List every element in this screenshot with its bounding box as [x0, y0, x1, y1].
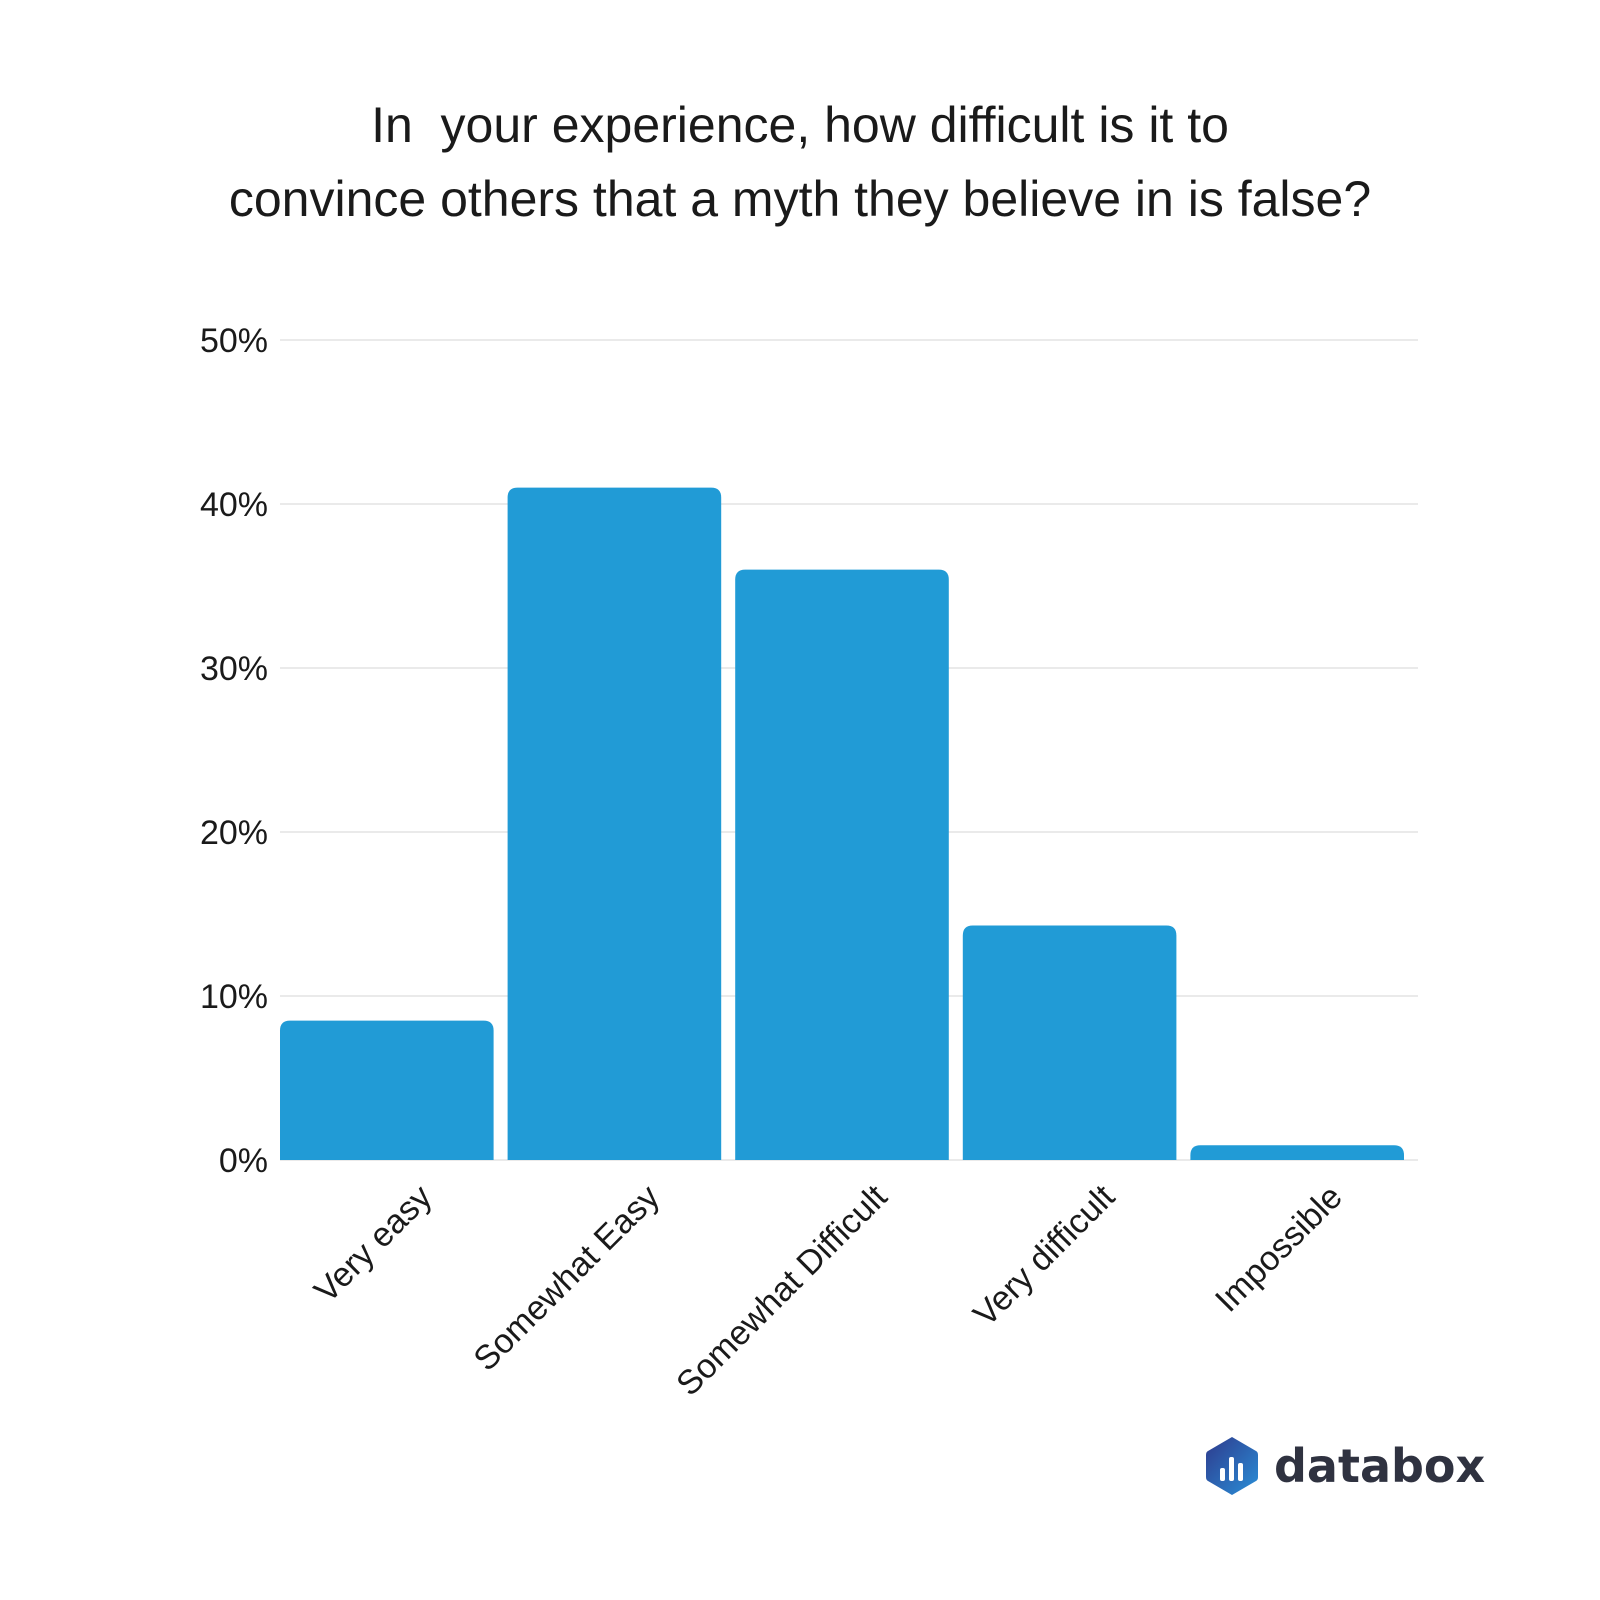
y-tick-label: 50%: [200, 322, 268, 360]
y-axis-ticks: 0% 10% 20% 30% 40% 50%: [200, 322, 268, 1180]
x-category-label: Very easy: [307, 1178, 439, 1310]
y-tick-label: 0%: [219, 1142, 268, 1180]
databox-logo: databox: [1204, 1435, 1485, 1497]
bars: [280, 487, 1404, 1161]
x-category-label: Somewhat Easy: [466, 1178, 667, 1379]
y-tick-label: 10%: [200, 978, 268, 1016]
x-category-label: Very difficult: [966, 1177, 1122, 1333]
x-category-label: Impossible: [1208, 1178, 1350, 1320]
y-tick-label: 20%: [200, 814, 268, 852]
x-category-label: Somewhat Difficult: [669, 1177, 895, 1403]
bar-very-easy: [280, 1020, 494, 1160]
bar-very-difficult: [962, 925, 1177, 1160]
chart-title: In your experience, how difficult is it …: [228, 97, 1372, 227]
databox-logo-text: databox: [1274, 1439, 1486, 1493]
x-axis-labels: Very easy Somewhat Easy Somewhat Difficult…: [307, 1177, 1350, 1403]
bar-impossible: [1190, 1145, 1404, 1160]
y-tick-label: 40%: [200, 486, 268, 524]
bar-somewhat-easy: [507, 487, 722, 1161]
bar-somewhat-difficult: [735, 569, 949, 1160]
y-tick-label: 30%: [200, 650, 268, 688]
databox-logo-icon: [1206, 1437, 1258, 1495]
